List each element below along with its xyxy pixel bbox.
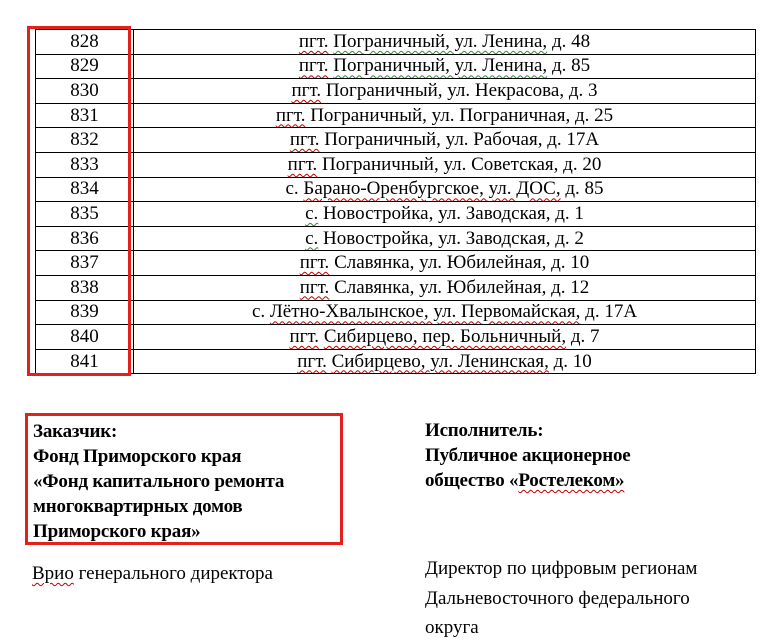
row-address-cell: с. Новостройка, ул. Заводская, д. 1 xyxy=(133,201,756,227)
row-number-cell: 838 xyxy=(35,274,134,301)
contractor-signature-line: округа xyxy=(425,617,479,638)
spellcheck-underline: Барано-Оренбургское, ул. ДОС, xyxy=(303,178,561,200)
row-address-cell: пгт. Пограничный, ул. Ленина, д. 85 xyxy=(133,53,756,80)
customer-label: Заказчик: xyxy=(33,421,118,442)
spellcheck-underline: Врио xyxy=(32,563,74,584)
spellcheck-underline: пгт. xyxy=(298,55,329,77)
row-address-cell: пгт. Пограничный, ул. Рабочая, д. 17А xyxy=(133,127,756,153)
contractor-signature-line: Директор по цифровым регионам xyxy=(425,558,698,579)
customer-line: многоквартирных домов xyxy=(33,496,243,517)
table-row: 836 с. Новостройка, ул. Заводская, д. 2 xyxy=(35,225,756,252)
contractor-block: Исполнитель: Публичное акционерное общес… xyxy=(425,418,631,493)
address-table: 828 пгт. Пограничный, ул. Ленина, д. 48 82… xyxy=(35,29,756,375)
spellcheck-underline: пгт. xyxy=(289,325,320,347)
spellcheck-underline: Пограничный, ул. Ленина, xyxy=(333,30,548,52)
table-row: 828 пгт. Пограничный, ул. Ленина, д. 48 xyxy=(35,29,756,55)
spellcheck-underline: пгт. xyxy=(297,350,327,372)
row-address-cell: с. Новостройка, ул. Заводская, д. 2 xyxy=(133,225,756,252)
contractor-label: Исполнитель: xyxy=(425,420,544,441)
row-number-cell: 841 xyxy=(35,348,134,375)
row-number-cell: 829 xyxy=(35,53,134,80)
spellcheck-underline: Сибирцево, ул. Ленинская, xyxy=(331,350,549,372)
spellcheck-underline: Пограничный, ул. Ленина, xyxy=(333,55,548,77)
table-row: 833 пгт. Пограничный, ул. Советская, д. 2… xyxy=(35,151,756,178)
table-row: 839 с. Лётно-Хвалынское, ул. Первомайская… xyxy=(35,299,756,326)
customer-line: «Фонд капитального ремонта xyxy=(33,471,285,492)
table-row: 841 пгт. Сибирцево, ул. Ленинская, д. 10 xyxy=(35,348,756,375)
spellcheck-underline: пгт. xyxy=(298,30,329,52)
spellcheck-underline: пгт. xyxy=(289,129,320,151)
row-number-cell: 834 xyxy=(35,176,134,203)
highlight-box-customer[interactable] xyxy=(25,413,343,545)
row-number-cell: 828 xyxy=(35,29,134,55)
row-number-cell: 837 xyxy=(35,250,134,276)
customer-line: Приморского края» xyxy=(33,521,201,542)
table-row: 840 пгт. Сибирцево, пер. Больничный, д. 7 xyxy=(35,324,756,350)
contractor-signature-line: Дальневосточного федерального xyxy=(425,587,690,609)
spellcheck-underline: Сибирцево, пер. Больничный, xyxy=(323,325,567,347)
row-address-cell: пгт. Славянка, ул. Юбилейная, д. 12 xyxy=(133,274,756,301)
highlight-box-number-column[interactable] xyxy=(27,26,131,376)
table-row: 830 пгт. Пограничный, ул. Некрасова, д. 3 xyxy=(35,78,756,104)
row-address-cell: с. Лётно-Хвалынское, ул. Первомайская, д… xyxy=(133,299,756,326)
table-row: 835 с. Новостройка, ул. Заводская, д. 1 xyxy=(35,201,756,227)
row-address-cell: пгт. Пограничный, ул. Некрасова, д. 3 xyxy=(133,78,756,104)
spellcheck-underline: с. xyxy=(305,202,319,224)
table-row: 838 пгт. Славянка, ул. Юбилейная, д. 12 xyxy=(35,274,756,301)
customer-line: Фонд Приморского края xyxy=(33,446,242,467)
spellcheck-underline: пгт. xyxy=(291,79,322,101)
customer-block: Заказчик: Фонд Приморского края «Фонд ка… xyxy=(33,419,284,544)
address-table-body: 828 пгт. Пограничный, ул. Ленина, д. 48 82… xyxy=(35,29,756,375)
row-number-cell: 839 xyxy=(35,299,134,326)
spellcheck-underline: пгт. xyxy=(287,153,318,175)
spellcheck-underline: пгт. xyxy=(299,276,330,298)
spellcheck-underline: пгт. xyxy=(299,252,330,274)
contractor-line: общество «Ростелеком» xyxy=(425,470,625,491)
spellcheck-underline: с. xyxy=(305,227,319,249)
table-row: 829 пгт. Пограничный, ул. Ленина, д. 85 xyxy=(35,53,756,80)
row-address-cell: пгт. Пограничный, ул. Пограничная, д. 25 xyxy=(133,102,756,129)
row-number-cell: 836 xyxy=(35,225,134,252)
row-address-cell: пгт. Славянка, ул. Юбилейная, д. 10 xyxy=(133,250,756,276)
table-row: 831 пгт. Пограничный, ул. Пограничная, д.… xyxy=(35,102,756,129)
table-row: 837 пгт. Славянка, ул. Юбилейная, д. 10 xyxy=(35,250,756,276)
spellcheck-underline: Лётно-Хвалынское, ул. Первомайская, xyxy=(269,301,581,323)
contractor-line: Публичное акционерное xyxy=(425,445,631,466)
table-row: 834 с. Барано-Оренбургское, ул. ДОС, д. 8… xyxy=(35,176,756,203)
row-address-cell: пгт. Пограничный, ул. Ленина, д. 48 xyxy=(133,29,756,55)
customer-signature-title: Врио генерального директора xyxy=(32,563,273,584)
table-row: 832 пгт. Пограничный, ул. Рабочая, д. 17А xyxy=(35,127,756,153)
row-number-cell: 831 xyxy=(35,102,134,129)
contractor-signature-title: Директор по цифровым регионам Дальневост… xyxy=(425,554,697,643)
row-address-cell: пгт. Сибирцево, пер. Больничный, д. 7 xyxy=(133,324,756,350)
row-address-cell: с. Барано-Оренбургское, ул. ДОС, д. 85 xyxy=(133,176,756,203)
row-address-cell: пгт. Сибирцево, ул. Ленинская, д. 10 xyxy=(133,348,756,375)
row-number-cell: 835 xyxy=(35,201,134,227)
row-address-cell: пгт. Пограничный, ул. Советская, д. 20 xyxy=(133,151,756,178)
spellcheck-underline: пгт. xyxy=(275,104,306,126)
row-number-cell: 840 xyxy=(35,324,134,350)
spellcheck-underline: Ростелеком» xyxy=(518,470,625,491)
